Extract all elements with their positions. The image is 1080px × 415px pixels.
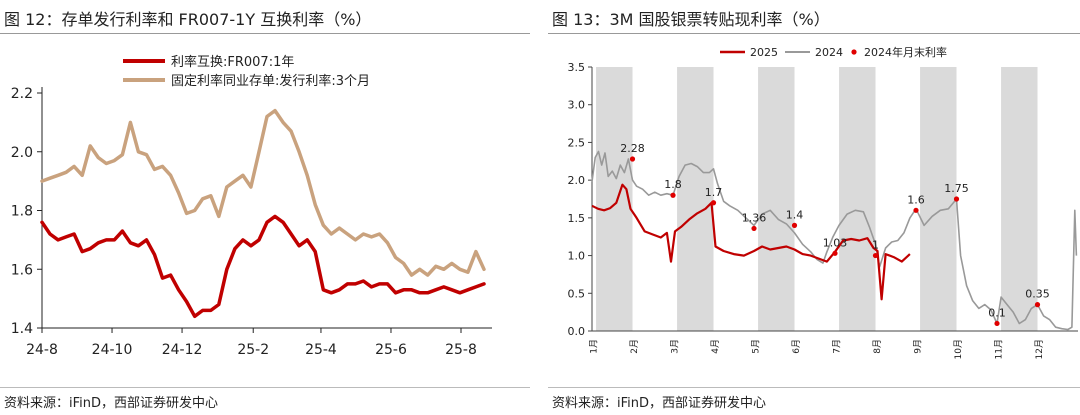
chart-panel-left: 图 12：存单发行利率和 FR007-1Y 互换利率（%） 1.4 1.6 1.8 2…: [0, 0, 530, 415]
legend-label: 2025: [750, 46, 778, 59]
month-end-marker: [872, 252, 879, 259]
x-tick-label: 24-10: [92, 342, 133, 358]
data-label: 1.03: [823, 236, 848, 249]
data-label: 1: [872, 239, 879, 252]
legend-label: 2024: [815, 46, 843, 59]
month-end-marker: [953, 196, 960, 202]
x-tick-label: 8月: [872, 339, 883, 354]
y-tick-label: 2.2: [11, 86, 33, 102]
data-label: 1.36: [742, 211, 767, 224]
month-end-marker: [994, 320, 1000, 327]
month-end-marker: [832, 250, 838, 256]
x-tick-label: 1月: [589, 339, 600, 354]
x-tick-label: 9月: [913, 339, 924, 354]
chart-panel-right: 图 13：3M 国股银票转贴现利率（%） 0.0 0.5 1.0 1.5 2.0 2.5 3…: [548, 0, 1080, 415]
data-label: 1.8: [664, 178, 682, 191]
month-end-marker: [670, 192, 676, 198]
source-rule-right: [548, 387, 1080, 388]
month-shade: [1001, 67, 1038, 331]
y-tick-label: 1.5: [568, 212, 586, 225]
data-label: 1.75: [944, 182, 969, 195]
chart-title-right: 图 13：3M 国股银票转贴现利率（%）: [552, 10, 830, 29]
data-label: 1.6: [907, 193, 925, 206]
x-tick-label: 25-2: [237, 342, 269, 358]
x-tick-label: 25-6: [375, 342, 407, 358]
y-tick-label: 2.5: [568, 136, 586, 149]
y-tick-label: 0.5: [568, 287, 586, 300]
data-label: 0.35: [1025, 288, 1050, 301]
month-end-marker: [710, 200, 717, 206]
chart-right-svg: 0.0 0.5 1.0 1.5 2.0 2.5 3.0 3.5 1月 2月 3月 4月 5月 6月 7月 8月…: [568, 45, 1078, 359]
month-end-marker: [913, 207, 919, 213]
y-tick-label: 1.0: [568, 250, 586, 263]
chart-left-svg: 1.4 1.6 1.8 2.0 2.2 24-8 24-10 24-12 25-2 25-4 25-…: [11, 54, 492, 358]
source-rule-left: [0, 387, 530, 388]
y-tick-label: 3.5: [568, 61, 586, 74]
y-tick-label: 1.6: [11, 262, 33, 278]
x-tick-label: 24-12: [162, 342, 203, 358]
y-tick-label: 1.8: [11, 204, 33, 220]
month-end-marker: [1034, 302, 1041, 308]
month-end-marker: [791, 222, 798, 228]
legend-label: 固定利率同业存单:发行利率:3个月: [171, 73, 370, 89]
y-tick-label: 2.0: [568, 174, 586, 187]
series-line-cd-rate: [40, 108, 486, 277]
title-rule-left: [0, 33, 530, 34]
y-tick-label: 0.0: [568, 325, 586, 338]
x-tick-label: 12月: [1034, 339, 1045, 359]
legend-swatch: [851, 49, 857, 55]
series-line-2025: [591, 183, 911, 301]
x-tick-label: 10月: [953, 339, 964, 359]
x-tick-label: 25-8: [445, 342, 477, 358]
x-tick-label: 7月: [832, 339, 843, 354]
month-shade: [920, 67, 957, 331]
series-line-irs-rate: [40, 214, 486, 319]
month-shade: [758, 67, 795, 331]
x-tick-label: 3月: [670, 339, 681, 354]
data-label: 1.4: [786, 208, 804, 221]
month-shade: [677, 67, 714, 331]
series-line-2024: [591, 150, 1078, 331]
month-shade: [839, 67, 876, 331]
source-note-right: 资料来源：iFinD，西部证券研发中心: [552, 396, 767, 411]
x-tick-label: 5月: [751, 339, 762, 354]
data-label: 1.7: [705, 186, 723, 199]
x-tick-label: 2月: [629, 339, 640, 354]
source-note-left: 资料来源：iFinD，西部证券研发中心: [4, 396, 219, 411]
legend-label: 利率互换:FR007:1年: [171, 54, 294, 70]
title-rule-right: [548, 33, 1080, 34]
month-shade: [596, 67, 633, 331]
x-tick-label: 24-8: [26, 342, 58, 358]
y-tick-label: 2.0: [11, 145, 33, 161]
legend-label: 2024年月末利率: [864, 45, 947, 59]
data-label: 2.28: [620, 142, 645, 155]
x-tick-label: 11月: [994, 339, 1005, 359]
month-end-marker: [629, 156, 636, 162]
x-tick-label: 6月: [791, 339, 802, 354]
month-end-marker: [751, 225, 757, 232]
y-tick-label: 3.0: [568, 99, 586, 112]
x-tick-label: 4月: [710, 339, 721, 354]
chart-title-left: 图 12：存单发行利率和 FR007-1Y 互换利率（%）: [4, 10, 372, 29]
x-tick-label: 25-4: [305, 342, 337, 358]
y-tick-label: 1.4: [11, 321, 33, 337]
data-label: 0.1: [988, 306, 1006, 319]
